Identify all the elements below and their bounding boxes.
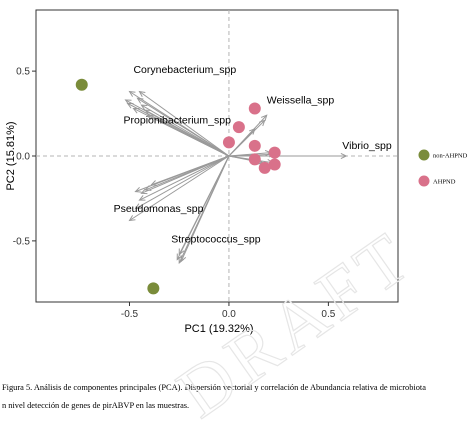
vector-arrowhead (340, 152, 348, 160)
figure-caption-line-1: Figura 5. Análisis de componentes princi… (2, 383, 426, 392)
vector-arrowhead (144, 109, 152, 116)
sample-point (248, 102, 261, 115)
loading-vector (136, 97, 230, 157)
vector-arrowhead (128, 215, 136, 222)
vector-line (135, 155, 230, 193)
figure-caption-line-2: n nivel detección de genes de pirABVP en… (2, 401, 190, 410)
vector-line (180, 155, 230, 262)
vector-arrowhead (138, 90, 146, 98)
x-tick-label: -0.5 (121, 309, 139, 320)
vector-line (145, 109, 230, 157)
legend-label: AHPND (433, 179, 456, 186)
vector-arrowhead (140, 188, 148, 195)
sample-point (258, 161, 271, 174)
vector-label: Pseudomonas_spp (114, 203, 204, 215)
sample-point (147, 282, 160, 295)
sample-points (75, 78, 281, 295)
y-tick-label: 0.5 (16, 67, 30, 78)
vector-arrowhead (150, 180, 158, 186)
loading-vector (128, 155, 230, 222)
loading-vector (228, 128, 256, 157)
vector-arrowhead (134, 186, 142, 193)
loading-vector (134, 155, 230, 210)
legend-marker (418, 149, 430, 161)
vector-line (137, 97, 230, 157)
loading-vector (134, 155, 230, 193)
vector-label: Corynebacterium_spp (133, 64, 236, 76)
vector-arrowhead (176, 253, 183, 261)
vector-arrowhead (180, 255, 187, 263)
vector-line (129, 155, 230, 221)
vector-arrowhead (258, 119, 266, 127)
x-axis-label: PC1 (19.32%) (184, 323, 253, 335)
vector-arrowhead (178, 248, 185, 256)
x-tick-label: 0.0 (222, 309, 236, 320)
vector-arrowhead (126, 102, 134, 109)
vector-arrowhead (134, 203, 142, 210)
loading-vector (138, 90, 230, 157)
vector-label: Streptococcus_spp (171, 234, 260, 246)
legend: non-AHPND AHPND (418, 149, 468, 187)
y-axis-ticks: -0.5 0.0 0.5 (13, 67, 36, 247)
legend-marker (418, 175, 430, 187)
sample-point (232, 121, 245, 134)
loading-vector (228, 152, 348, 160)
legend-label: non-AHPND (433, 153, 468, 160)
loading-vector (144, 109, 230, 157)
sample-point (268, 146, 281, 159)
vector-line (139, 91, 230, 157)
vector-label: Vibrio_spp (342, 140, 392, 152)
sample-point (75, 78, 88, 91)
x-tick-label: 0.5 (321, 309, 335, 320)
vector-line (178, 155, 230, 255)
y-axis-label: PC2 (15.81%) (5, 121, 17, 190)
loading-vector (178, 155, 230, 256)
loading-vector (132, 107, 230, 157)
vector-arrowhead (260, 114, 268, 122)
vector-arrowhead (136, 97, 144, 104)
vector-arrowhead (248, 128, 256, 135)
sample-point (268, 158, 281, 171)
y-tick-label: 0.0 (16, 152, 30, 163)
vector-arrowhead (128, 90, 136, 97)
sample-point (248, 139, 261, 152)
vector-line (139, 155, 230, 201)
vector-line (228, 128, 256, 157)
loading-vector (138, 155, 230, 201)
loading-vectors (124, 90, 348, 264)
vector-arrowhead (138, 195, 146, 201)
x-axis-ticks: -0.5 0.0 0.5 (121, 302, 336, 320)
vector-arrowhead (132, 107, 140, 114)
loading-vector (180, 155, 230, 263)
sample-point (222, 136, 235, 149)
vector-label: Weissella_spp (267, 94, 335, 106)
y-tick-label: -0.5 (13, 236, 31, 247)
vector-label: Propionibacterium_spp (124, 115, 232, 127)
sample-point (248, 153, 261, 166)
vector-arrowhead (140, 104, 148, 111)
vector-line (135, 155, 230, 210)
vector-line (133, 108, 230, 157)
vector-labels: Corynebacterium_spp Propionibacterium_spp… (114, 64, 392, 246)
